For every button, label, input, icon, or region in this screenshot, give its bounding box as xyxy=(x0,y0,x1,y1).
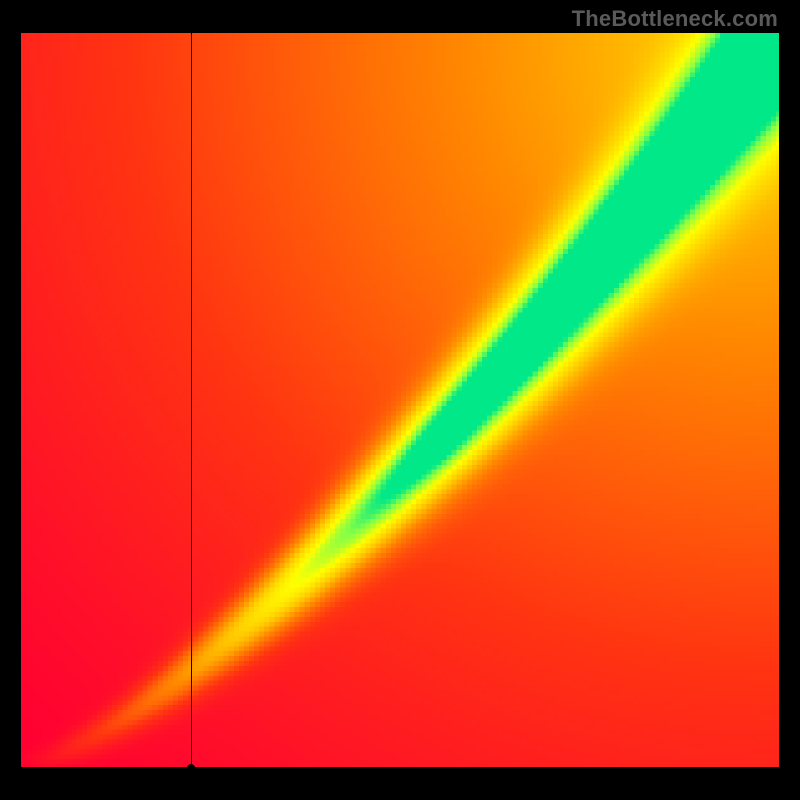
y-axis-top-tick xyxy=(10,32,20,33)
plot-area xyxy=(20,32,780,768)
bottleneck-marker-dot xyxy=(187,764,195,772)
chart-container: TheBottleneck.com xyxy=(0,0,800,800)
vertical-guide-line xyxy=(191,32,192,768)
x-axis-end-tick xyxy=(779,768,780,776)
heatmap-canvas xyxy=(21,33,780,768)
watermark-text: TheBottleneck.com xyxy=(572,6,778,32)
